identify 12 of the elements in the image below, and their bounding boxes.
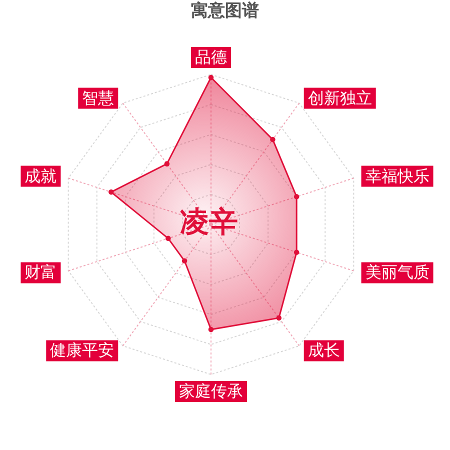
spoke-label: 健康平安 xyxy=(50,340,114,360)
spoke-label: 品德 xyxy=(195,48,227,66)
chart-title: 寓意图谱 xyxy=(191,1,259,21)
spoke-label: 幸福快乐 xyxy=(365,166,430,186)
spoke-label: 创新独立 xyxy=(308,88,372,108)
text: 凌辛 xyxy=(180,204,238,238)
spoke-label: 成就 xyxy=(24,166,57,186)
spoke-label: 智慧 xyxy=(82,88,114,108)
spoke-label: 美丽气质 xyxy=(365,262,430,282)
spoke-label: 财富 xyxy=(24,262,57,282)
spoke-label: 家庭传承 xyxy=(179,382,243,400)
spoke-label: 成长 xyxy=(308,340,340,360)
